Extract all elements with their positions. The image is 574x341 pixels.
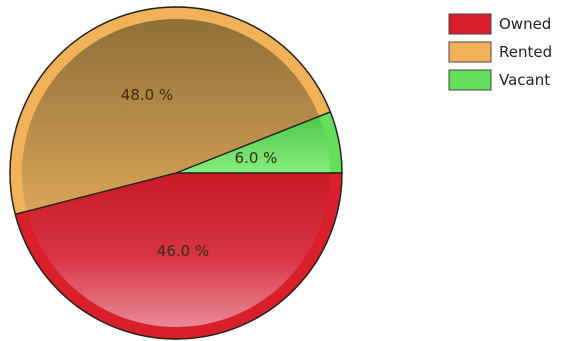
legend-swatch-vacant (448, 69, 492, 91)
legend-label-vacant: Vacant (499, 71, 550, 89)
slice-label-owned: 46.0 % (157, 242, 209, 260)
legend-swatch-owned (448, 13, 492, 35)
slice-label-rented: 48.0 % (121, 86, 173, 104)
legend-swatch-rented (448, 41, 492, 63)
pie-group: 6.0 % 48.0 % 46.0 % (9, 6, 343, 340)
pie-slice-vacant[interactable] (176, 116, 330, 173)
slice-separator (175, 111, 331, 174)
legend-item-vacant: Vacant (448, 69, 550, 91)
slice-separator (15, 172, 177, 215)
legend-item-owned: Owned (448, 13, 551, 35)
legend: Owned Rented Vacant (448, 13, 552, 91)
pie-slice-rented[interactable] (22, 19, 320, 212)
legend-label-rented: Rented (499, 43, 552, 61)
pie-border (9, 6, 343, 340)
slice-label-vacant: 6.0 % (235, 149, 278, 167)
legend-item-rented: Rented (448, 41, 552, 63)
pie-slice-owned[interactable] (26, 173, 330, 327)
legend-label-owned: Owned (499, 15, 551, 33)
